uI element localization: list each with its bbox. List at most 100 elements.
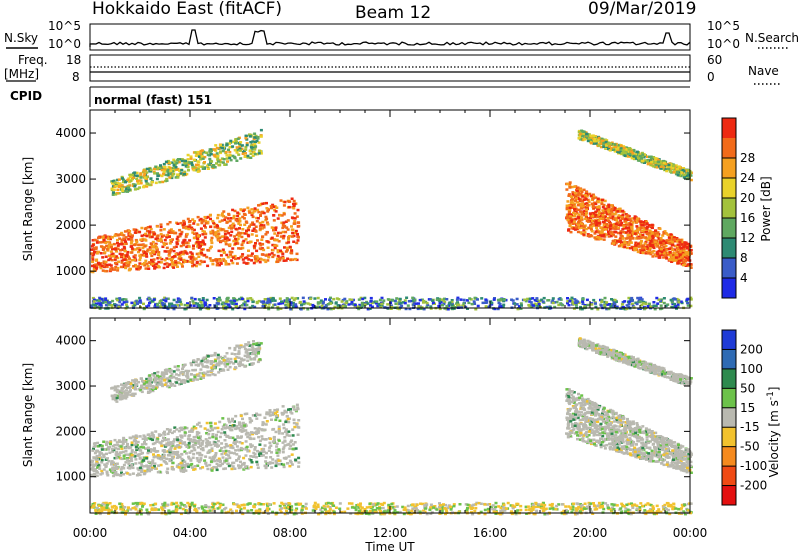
data-cell (620, 216, 624, 219)
data-cell (596, 206, 600, 209)
data-cell (284, 428, 288, 431)
data-cell (328, 298, 332, 301)
data-cell (181, 265, 184, 268)
data-cell (179, 221, 183, 225)
data-cell (613, 298, 617, 302)
data-cell (624, 147, 628, 151)
data-cell (197, 304, 201, 308)
data-cell (134, 302, 138, 306)
data-cell (590, 138, 594, 142)
data-cell (139, 445, 143, 449)
data-cell (120, 447, 124, 450)
data-cell (147, 304, 151, 307)
data-cell (585, 215, 588, 219)
data-cell (652, 165, 656, 168)
data-cell (117, 184, 121, 188)
data-cell (225, 143, 229, 146)
data-cell (609, 304, 613, 308)
data-cell (193, 443, 197, 446)
data-cell (256, 466, 260, 469)
data-cell (656, 252, 660, 256)
data-cell (122, 457, 126, 460)
data-cell (128, 257, 131, 260)
data-cell (184, 159, 188, 163)
data-cell (567, 210, 571, 214)
data-cell (621, 305, 625, 309)
data-cell (238, 428, 242, 431)
data-cell (618, 207, 622, 211)
data-cell (294, 303, 298, 306)
data-cell (148, 225, 152, 228)
data-cell (263, 444, 267, 447)
data-cell (282, 213, 286, 216)
data-cell (615, 305, 619, 309)
data-cell (153, 172, 157, 175)
data-cell (148, 230, 152, 234)
data-cell (133, 188, 137, 191)
data-cell (225, 298, 229, 301)
data-cell (236, 435, 240, 438)
data-cell (662, 301, 666, 305)
data-cell (652, 239, 656, 242)
data-cell (648, 247, 652, 250)
data-cell (113, 258, 117, 261)
cpid-text: normal (fast) 151 (94, 93, 212, 107)
data-cell (581, 130, 585, 133)
data-cell (95, 241, 99, 244)
freq-unit-label: [MHz] (4, 67, 39, 81)
data-cell (127, 260, 131, 263)
data-cell (105, 269, 109, 273)
data-cell (613, 206, 617, 210)
data-cell (659, 299, 663, 303)
data-cell (110, 180, 114, 183)
data-cell (533, 299, 537, 302)
data-cell (679, 300, 683, 303)
data-cell (578, 132, 582, 136)
data-cell (610, 207, 614, 210)
data-cell (240, 243, 244, 246)
data-cell (592, 195, 596, 198)
data-cell (568, 182, 572, 186)
data-cell (95, 239, 99, 242)
data-cell (189, 304, 193, 307)
data-cell (255, 249, 259, 253)
data-cell (683, 250, 687, 254)
data-cell (672, 171, 676, 174)
data-cell (150, 235, 154, 239)
data-cell (452, 307, 456, 310)
data-cell (131, 234, 134, 237)
data-cell (242, 456, 246, 460)
colorbar-band (722, 138, 736, 158)
data-cell (588, 192, 592, 196)
data-cell (155, 246, 159, 250)
data-cell (638, 233, 642, 236)
data-cell (101, 248, 105, 251)
data-cell (214, 437, 218, 440)
data-cell (141, 437, 145, 440)
data-cell (202, 150, 206, 154)
data-cell (143, 245, 147, 248)
data-cell (566, 182, 570, 186)
data-cell (249, 254, 253, 257)
data-cell (382, 299, 386, 302)
data-cell (209, 149, 213, 153)
data-cell (626, 223, 630, 226)
data-cell (566, 300, 570, 303)
data-cell (574, 226, 578, 229)
data-cell (241, 209, 245, 213)
data-cell (582, 233, 586, 236)
data-cell (100, 444, 104, 448)
data-cell (218, 227, 222, 230)
data-cell (208, 436, 212, 440)
data-cell (201, 167, 205, 170)
data-cell (256, 449, 259, 453)
data-cell (144, 465, 148, 468)
data-cell (666, 247, 670, 251)
data-cell (250, 208, 254, 211)
data-cell (592, 205, 595, 208)
data-cell (179, 467, 183, 470)
data-cell (109, 267, 113, 270)
data-cell (175, 428, 179, 431)
data-cell (592, 140, 596, 143)
